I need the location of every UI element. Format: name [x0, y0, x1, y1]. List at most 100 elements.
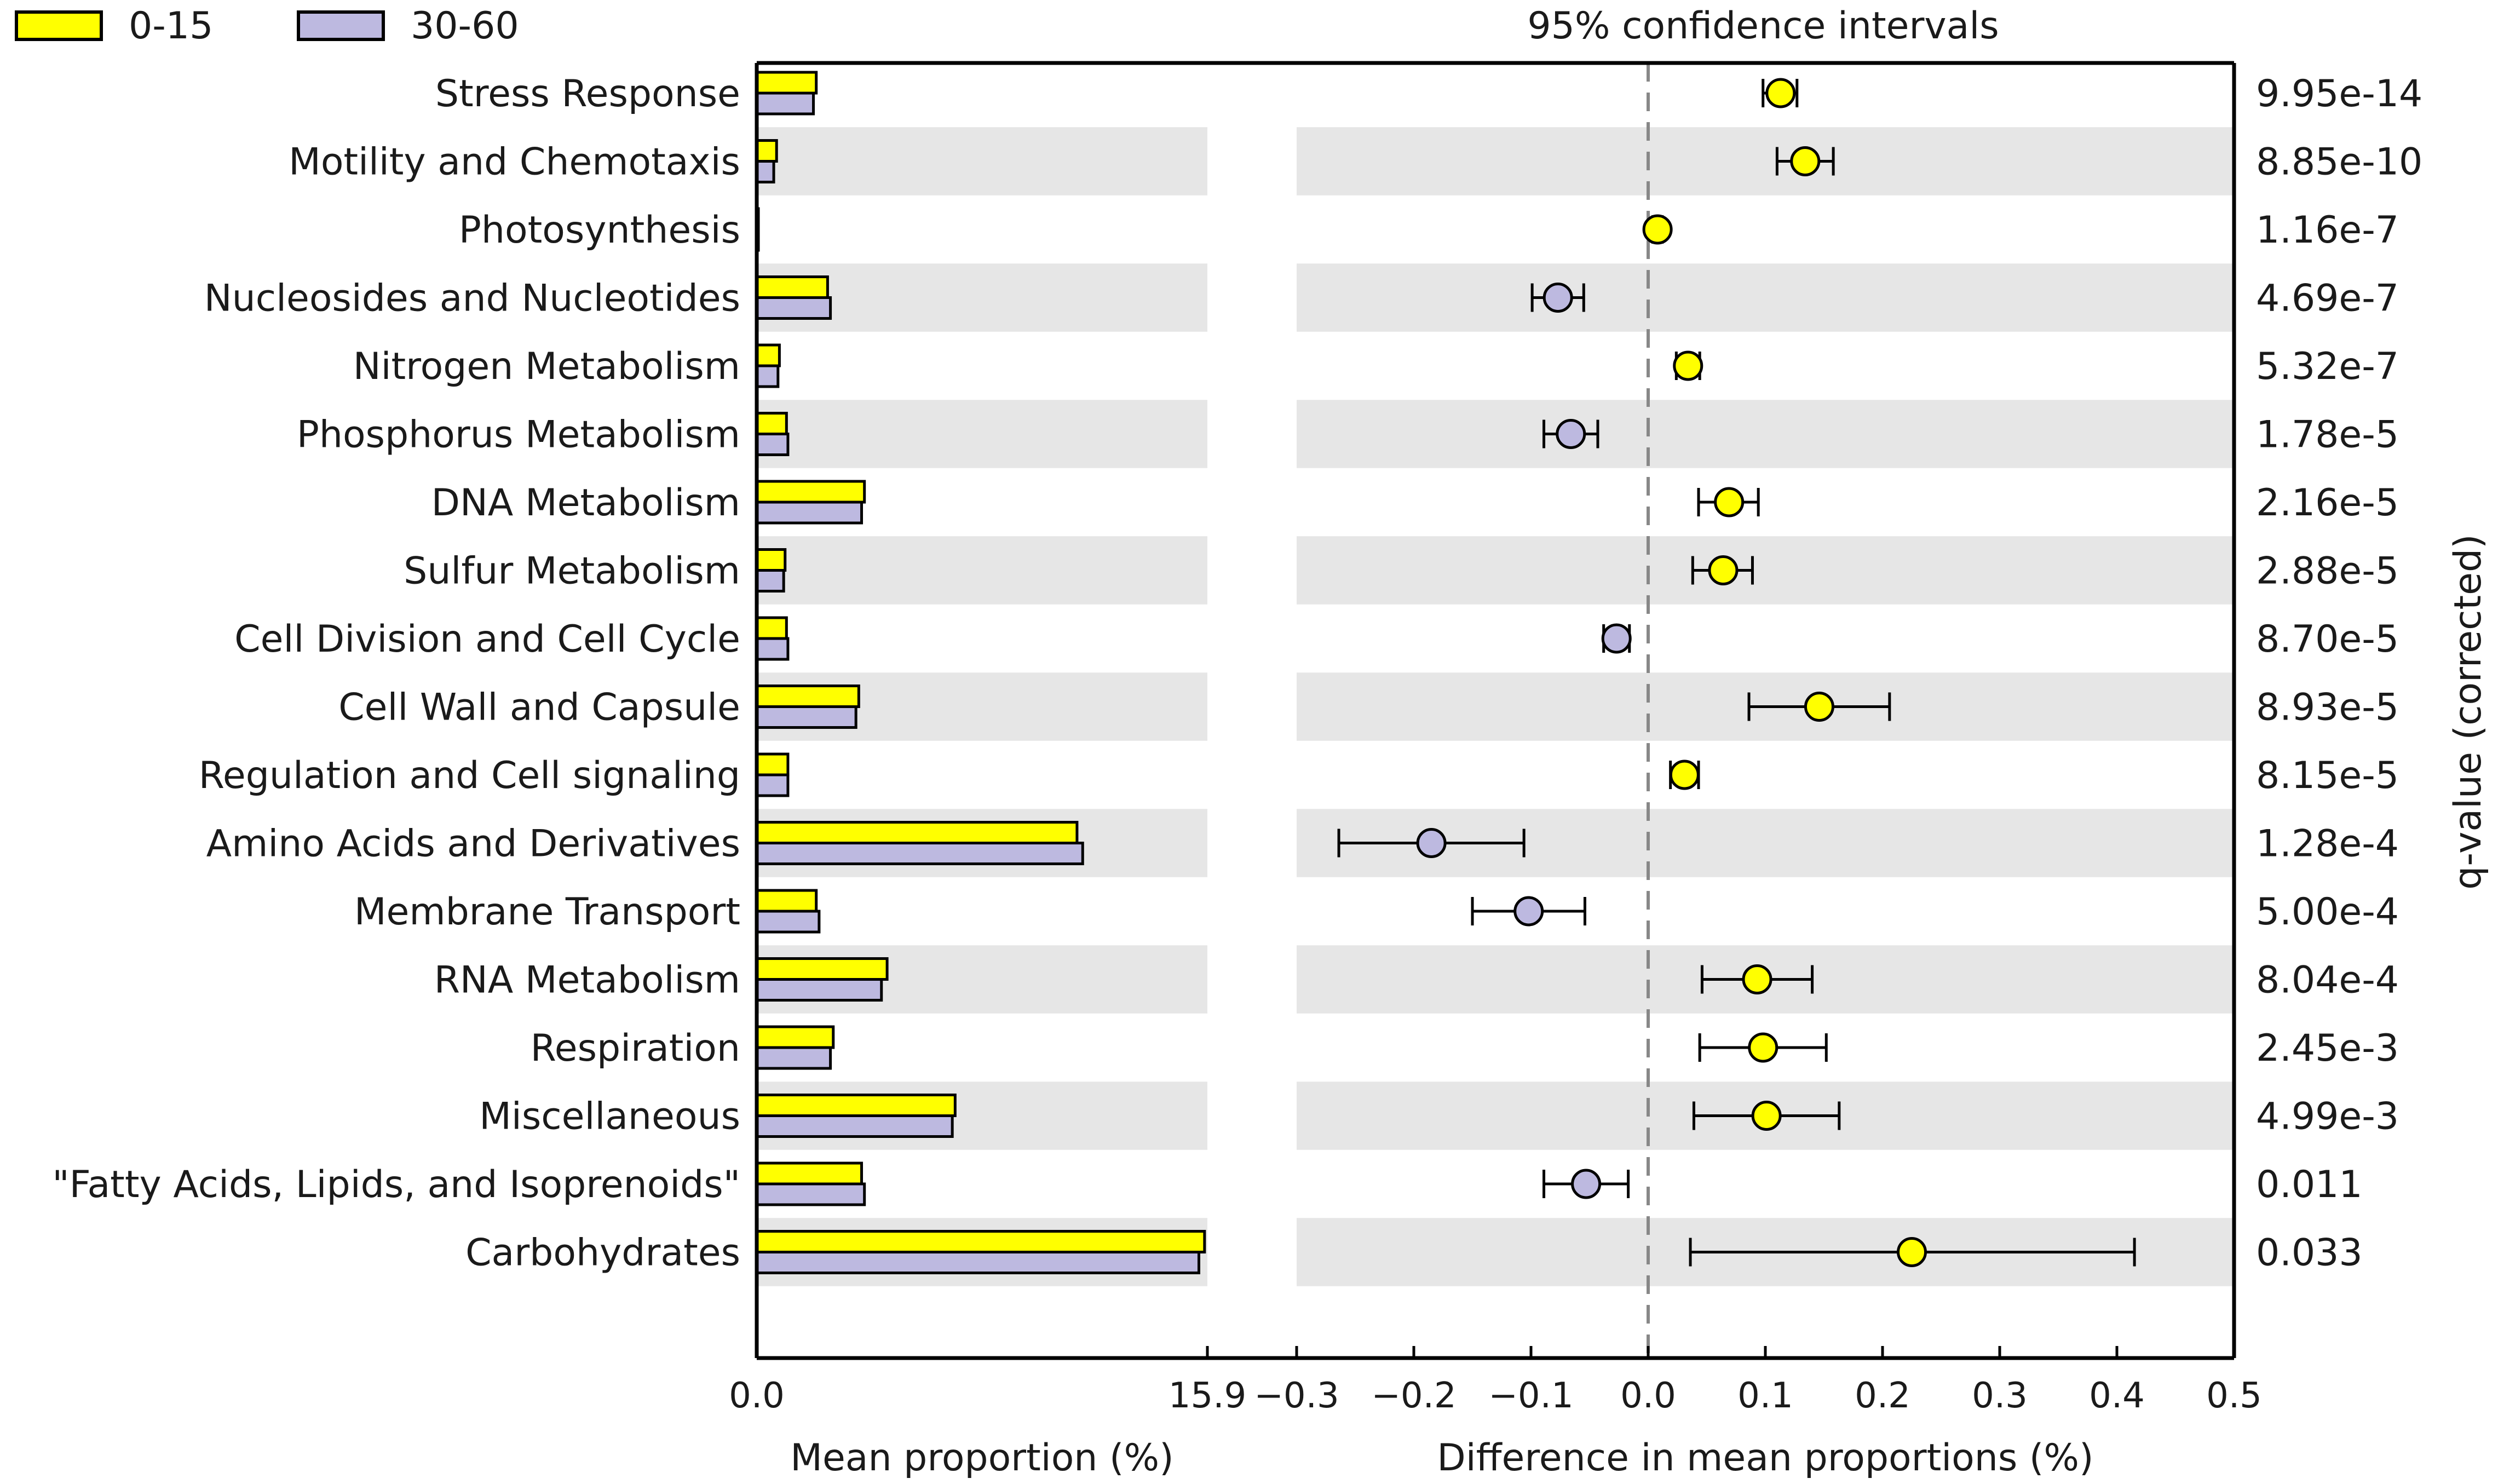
right-tick-label: 0.1: [1737, 1376, 1793, 1416]
row-band-left: [757, 400, 1207, 468]
mean-proportion-panel: [755, 71, 1206, 1274]
q-value: 1.16e-7: [2256, 209, 2399, 252]
bar-30-60: [755, 296, 832, 320]
legend-label-0-15: 0-15: [129, 4, 213, 48]
bar-30-60: [755, 637, 790, 661]
right-tick-label: −0.3: [1254, 1376, 1339, 1416]
q-value: 4.99e-3: [2256, 1095, 2399, 1138]
right-tick-label: 0.0: [1620, 1376, 1676, 1416]
axes-frame: [755, 61, 2236, 1360]
bar-0-15: [755, 412, 788, 435]
difference-point: [1708, 555, 1739, 585]
bar-30-60: [755, 91, 815, 116]
bar-0-15: [755, 343, 781, 367]
difference-point: [1542, 283, 1573, 313]
bar-0-15: [755, 616, 788, 640]
bar-30-60: [755, 842, 1084, 865]
bar-30-60: [755, 705, 857, 729]
category-label: Amino Acids and Derivatives: [206, 822, 740, 866]
right-tick-label: −0.1: [1488, 1376, 1573, 1416]
right-y-axis-title: q-value (corrected): [2447, 534, 2490, 889]
bar-30-60: [755, 1251, 1200, 1274]
row-band-right: [1297, 263, 2234, 332]
right-tick-label: 0.5: [2206, 1376, 2262, 1416]
difference-point: [1897, 1237, 1927, 1267]
right-tick-label: 0.3: [1972, 1376, 2028, 1416]
bar-0-15: [755, 752, 790, 776]
q-value: 5.00e-4: [2256, 890, 2399, 934]
category-label: Nucleosides and Nucleotides: [204, 277, 740, 320]
difference-point: [1513, 896, 1544, 927]
difference-point: [1556, 419, 1586, 449]
bar-30-60: [755, 1114, 954, 1138]
q-value: 0.011: [2256, 1163, 2363, 1206]
q-value: 8.70e-5: [2256, 618, 2399, 661]
legend: 0-15 30-60: [15, 4, 519, 48]
left-tick-label: 0.0: [729, 1376, 785, 1416]
bar-0-15: [755, 957, 889, 981]
row-band-left: [757, 536, 1207, 605]
difference-point: [1669, 760, 1700, 790]
right-tick-label: 0.4: [2089, 1376, 2145, 1416]
row-band-right: [1297, 400, 2234, 468]
right-tick-label: −0.2: [1371, 1376, 1456, 1416]
category-label: Carbohydrates: [465, 1232, 740, 1275]
q-value: 4.69e-7: [2256, 277, 2399, 320]
bar-0-15: [755, 71, 818, 95]
bar-30-60: [755, 433, 790, 456]
q-value: 8.93e-5: [2256, 686, 2399, 729]
difference-point: [1673, 350, 1703, 381]
difference-point: [1416, 828, 1447, 858]
difference-point: [1765, 78, 1796, 108]
bar-30-60: [755, 569, 785, 593]
category-label: Phosphorus Metabolism: [297, 413, 740, 457]
bar-30-60: [755, 1046, 832, 1070]
bar-30-60: [755, 978, 883, 1002]
category-label: Respiration: [531, 1027, 740, 1070]
bar-0-15: [755, 139, 778, 163]
category-label: Regulation and Cell signaling: [199, 754, 740, 797]
difference-point: [1714, 487, 1745, 517]
bar-0-15: [755, 889, 818, 913]
bar-0-15: [755, 1094, 957, 1117]
bar-0-15: [755, 275, 829, 299]
bar-0-15: [755, 1025, 835, 1049]
ci-title: 95% confidence intervals: [1527, 4, 1999, 48]
bar-30-60: [755, 364, 780, 388]
category-label: Stress Response: [435, 72, 740, 116]
difference-panel: [1337, 63, 2136, 1358]
row-band-left: [757, 127, 1207, 195]
bar-30-60: [755, 501, 864, 525]
row-bands: [757, 127, 2234, 1286]
legend-swatch-0-15: [15, 10, 103, 41]
category-label: Membrane Transport: [354, 890, 740, 934]
difference-point: [1642, 214, 1673, 245]
category-label: DNA Metabolism: [431, 481, 740, 525]
bar-0-15: [755, 480, 866, 504]
category-label: RNA Metabolism: [434, 959, 740, 1002]
bar-0-15: [755, 1161, 864, 1186]
bar-30-60: [755, 910, 821, 934]
bar-30-60: [755, 773, 790, 797]
left-tick-label: 15.9: [1169, 1376, 1247, 1416]
category-label: Motility and Chemotaxis: [289, 141, 740, 184]
category-label: Cell Division and Cell Cycle: [234, 618, 740, 661]
q-value: 5.32e-7: [2256, 345, 2399, 388]
right-axis-title: Difference in mean proportions (%): [1437, 1436, 2093, 1480]
right-tick-label: 0.2: [1855, 1376, 1910, 1416]
bar-0-15: [755, 548, 787, 572]
legend-swatch-30-60: [297, 10, 385, 41]
q-value: 2.45e-3: [2256, 1027, 2399, 1070]
bar-30-60: [755, 1182, 866, 1206]
bar-30-60: [755, 160, 775, 183]
row-band-right: [1297, 127, 2234, 195]
q-value: 1.78e-5: [2256, 413, 2399, 457]
bar-0-15: [755, 1230, 1206, 1253]
category-label: Sulfur Metabolism: [404, 550, 740, 593]
q-value: 0.033: [2256, 1232, 2363, 1275]
category-label: Photosynthesis: [459, 209, 740, 252]
q-value: 9.95e-14: [2256, 72, 2422, 116]
row-band-left: [757, 263, 1207, 332]
chart-text: Stress Response 9.95e-14 Motility and Chem…: [52, 4, 2490, 1480]
